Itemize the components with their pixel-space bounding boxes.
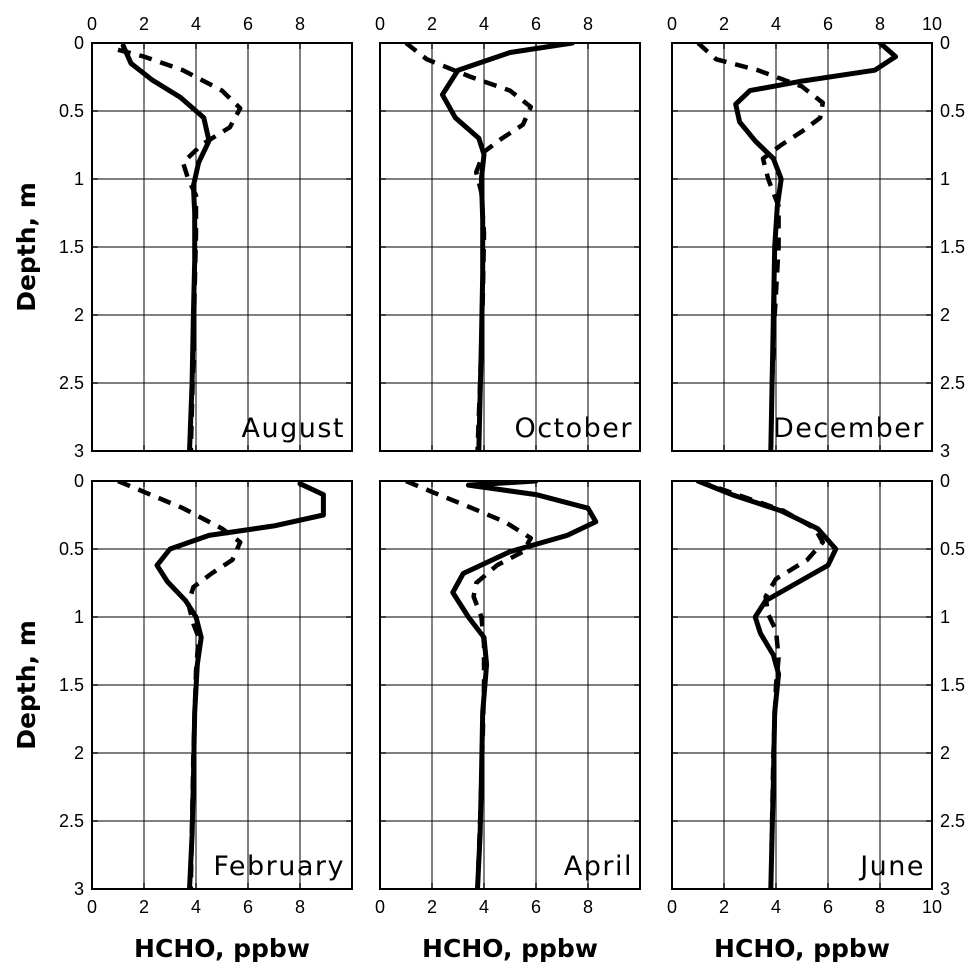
panel-month-label: October	[514, 413, 633, 444]
dashed-series-line	[117, 481, 243, 889]
x-tick-label: 6	[531, 897, 541, 917]
x-tick-label: 8	[875, 897, 885, 917]
x-axis-label: HCHO, ppbw	[422, 934, 598, 963]
dashed-series-line	[696, 43, 826, 451]
dashed-series-line	[117, 47, 243, 451]
panel-october: 0 2 4 6 8 October	[375, 14, 641, 452]
x-tick-label: 4	[771, 897, 781, 917]
y-tick-label: 2.5	[940, 811, 965, 831]
y-tick-label: 2	[940, 743, 950, 763]
y-axis-label: Depth, m	[12, 182, 41, 312]
x-tick-label: 0	[667, 897, 677, 917]
x-tick-label: 6	[823, 897, 833, 917]
x-tick-label: 6	[243, 897, 253, 917]
x-tick-label: 4	[479, 897, 489, 917]
y-tick-label: 1	[74, 169, 84, 189]
plot-frame	[671, 42, 933, 452]
y-tick-label: 2	[74, 305, 84, 325]
y-tick-label: 1.5	[59, 237, 84, 257]
y-tick-label: 2.5	[59, 373, 84, 393]
x-tick-label: 2	[139, 897, 149, 917]
x-tick-label: 6	[243, 14, 253, 34]
plot-frame	[379, 480, 641, 890]
y-tick-label: 3	[74, 879, 84, 899]
x-tick-label: 10	[922, 897, 942, 917]
y-tick-label: 2.5	[940, 373, 965, 393]
x-tick-label: 2	[719, 14, 729, 34]
x-tick-label: 6	[531, 14, 541, 34]
y-tick-label: 3	[940, 879, 950, 899]
y-tick-label: 0	[74, 33, 84, 53]
dashed-series-line	[405, 481, 534, 889]
x-tick-label: 0	[667, 14, 677, 34]
y-tick-label: 0	[940, 471, 950, 491]
x-tick-label: 8	[875, 14, 885, 34]
y-tick-label: 0.5	[940, 101, 965, 121]
y-tick-label: 3	[74, 441, 84, 461]
plot-frame	[91, 42, 353, 452]
y-tick-label: 0.5	[59, 101, 84, 121]
plot-frame	[379, 42, 641, 452]
y-tick-label: 0.5	[59, 539, 84, 559]
panel-month-label: August	[242, 413, 346, 444]
y-tick-label: 3	[940, 441, 950, 461]
y-tick-label: 1.5	[59, 675, 84, 695]
x-tick-label: 6	[823, 14, 833, 34]
y-tick-label: 0	[940, 33, 950, 53]
panel-april: 0 2 4 6 8 April HCHO, ppbw	[375, 480, 641, 963]
x-tick-label: 2	[427, 14, 437, 34]
x-tick-label: 8	[295, 14, 305, 34]
x-tick-label: 8	[583, 14, 593, 34]
y-tick-label: 0	[74, 471, 84, 491]
y-tick-label: 2	[74, 743, 84, 763]
panel-june: 0 2 4 6 8 10 0 0.5 1 1.5 2 2.5 3 June HCHO, ppbw	[667, 471, 965, 963]
x-tick-label: 8	[583, 897, 593, 917]
x-axis-label: HCHO, ppbw	[714, 934, 890, 963]
x-axis-label: HCHO, ppbw	[134, 934, 310, 963]
y-tick-label: 1	[940, 607, 950, 627]
y-tick-label: 2	[940, 305, 950, 325]
y-axis-label: Depth, m	[12, 620, 41, 750]
x-tick-label: 0	[87, 14, 97, 34]
x-tick-label: 0	[375, 14, 385, 34]
panel-month-label: June	[858, 851, 925, 882]
plot-frame	[91, 480, 353, 890]
x-tick-label: 4	[191, 14, 201, 34]
x-tick-label: 2	[719, 897, 729, 917]
x-tick-label: 0	[87, 897, 97, 917]
panel-february: 0 2 4 6 8 0 0.5 1 1.5 2 2.5 3 February HCHO, ppbw Dept…	[12, 471, 353, 963]
x-tick-label: 4	[191, 897, 201, 917]
x-tick-label: 10	[922, 14, 942, 34]
y-tick-label: 0.5	[940, 539, 965, 559]
solid-series-line	[154, 481, 326, 889]
x-tick-label: 8	[295, 897, 305, 917]
panel-august: 0 2 4 6 8 0 0.5 1 1.5 2 2.5 3 August Depth, m	[12, 14, 353, 461]
x-tick-label: 2	[139, 14, 149, 34]
solid-series-line	[120, 43, 212, 451]
panel-month-label: December	[773, 413, 925, 444]
y-tick-label: 1	[74, 607, 84, 627]
y-tick-label: 1.5	[940, 675, 965, 695]
y-tick-label: 1.5	[940, 237, 965, 257]
plot-frame	[671, 480, 933, 890]
x-tick-label: 4	[771, 14, 781, 34]
x-tick-label: 2	[427, 897, 437, 917]
y-tick-label: 1	[940, 169, 950, 189]
x-tick-label: 0	[375, 897, 385, 917]
dashed-series-line	[697, 481, 826, 889]
x-tick-label: 4	[479, 14, 489, 34]
y-tick-label: 2.5	[59, 811, 84, 831]
panel-month-label: February	[213, 851, 345, 882]
panel-month-label: April	[564, 851, 633, 882]
